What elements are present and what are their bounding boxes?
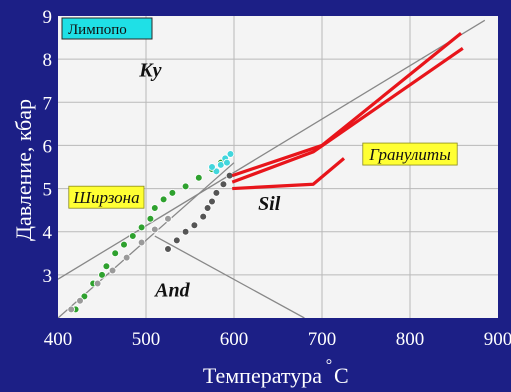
field-label-sil: Sil: [258, 193, 281, 215]
y-tick-label: 4: [43, 223, 53, 244]
x-tick-label: 900: [484, 329, 511, 350]
data-point: [159, 195, 168, 204]
data-point: [129, 232, 137, 240]
data-point: [208, 163, 216, 171]
granulite-path: [232, 157, 346, 191]
data-point: [151, 225, 159, 234]
data-point: [219, 180, 228, 189]
callout-box: [362, 142, 458, 166]
data-point: [223, 158, 231, 167]
reaction-line-sil-and: [154, 235, 305, 318]
data-point: [98, 271, 106, 279]
callout-label: Ширзона: [72, 188, 139, 207]
x-axis-degree-sign: °: [326, 357, 332, 374]
y-tick-label: 3: [43, 266, 53, 287]
data-point: [164, 245, 172, 253]
x-axis-unit: С: [334, 363, 349, 388]
granulite-path: [231, 47, 464, 184]
plot-area: [58, 16, 498, 318]
y-tick-label: 9: [43, 7, 53, 28]
data-point: [146, 214, 155, 223]
data-point: [168, 189, 177, 197]
x-tick-label: 800: [396, 329, 425, 350]
x-tick-label: 700: [308, 329, 337, 350]
reaction-line-ky-sil: [58, 162, 235, 318]
data-point: [225, 171, 234, 180]
data-point: [208, 197, 216, 206]
data-point: [195, 173, 203, 182]
data-point: [151, 204, 159, 212]
callout-box: [68, 185, 145, 209]
callout-label: Гранулиты: [368, 145, 450, 164]
y-tick-label: 5: [43, 180, 53, 201]
x-tick-label: 500: [132, 329, 161, 350]
data-point: [181, 227, 190, 236]
data-point: [199, 212, 208, 221]
data-point: [122, 253, 131, 262]
y-tick-label: 6: [43, 136, 53, 157]
region-badge: [61, 17, 153, 40]
data-point: [102, 262, 111, 271]
data-point: [173, 236, 181, 245]
data-point: [137, 238, 146, 247]
data-point: [93, 279, 102, 288]
region-badge-label: Лимпопо: [68, 22, 127, 38]
x-tick-label: 400: [44, 329, 73, 350]
data-point: [137, 223, 146, 232]
data-point: [226, 150, 235, 158]
data-point: [164, 214, 172, 223]
data-point: [203, 204, 212, 212]
data-point: [108, 266, 117, 275]
x-axis-title: Температура: [203, 363, 322, 388]
field-label-ky: Ky: [138, 59, 161, 81]
data-point: [212, 189, 221, 197]
y-tick-label: 7: [43, 93, 53, 114]
data-point: [181, 182, 190, 191]
data-point: [67, 305, 75, 314]
y-tick-label: 8: [43, 50, 53, 71]
x-tick-label: 600: [220, 329, 249, 350]
data-point: [190, 221, 199, 230]
data-point: [111, 249, 119, 258]
data-point: [120, 240, 128, 249]
field-label-and: And: [153, 279, 190, 301]
y-axis-title: Давление, кбар: [11, 99, 36, 241]
data-point: [76, 296, 84, 305]
